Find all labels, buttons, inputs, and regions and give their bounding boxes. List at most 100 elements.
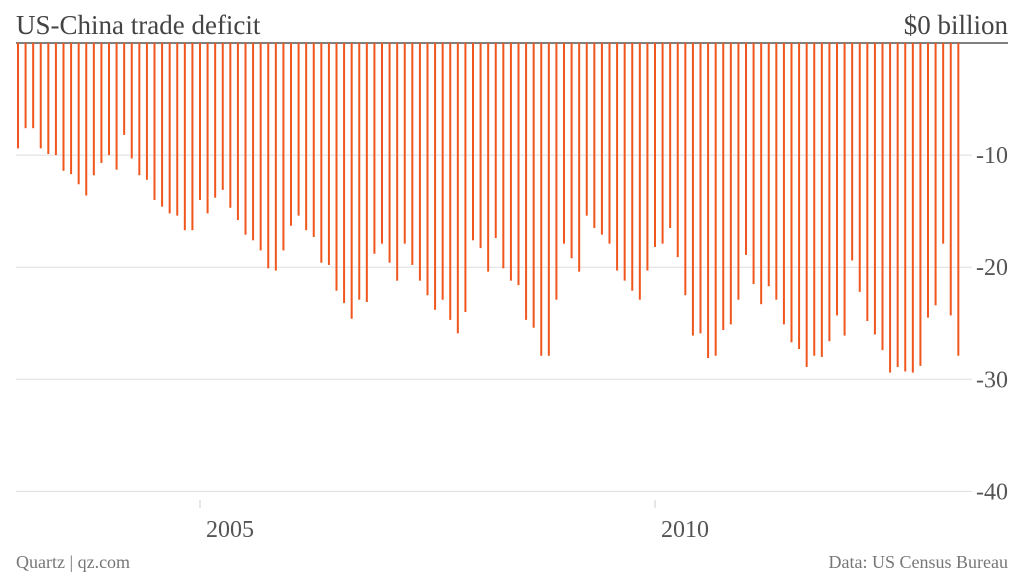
bar <box>176 43 179 216</box>
bar <box>168 43 171 214</box>
bar <box>638 43 641 300</box>
bar <box>320 43 323 263</box>
bar <box>828 43 831 342</box>
bar <box>957 43 960 356</box>
bar <box>805 43 808 367</box>
bar <box>236 43 239 221</box>
bar <box>327 43 330 265</box>
bar <box>927 43 929 318</box>
bar <box>616 43 619 271</box>
bar <box>115 43 118 170</box>
bar <box>297 43 300 216</box>
bar <box>17 43 19 149</box>
bar <box>873 43 876 335</box>
bar <box>282 43 285 251</box>
bar <box>62 43 65 171</box>
bar <box>350 43 353 319</box>
bar <box>456 43 459 334</box>
bar <box>540 43 543 356</box>
bar <box>464 43 467 313</box>
bar <box>525 43 528 320</box>
bar <box>843 43 846 336</box>
bar <box>600 43 603 235</box>
bar <box>760 43 763 305</box>
bar <box>77 43 80 185</box>
bar <box>229 43 232 208</box>
bar <box>191 43 194 231</box>
x-tick-label: 2005 <box>206 517 254 543</box>
bar <box>767 43 770 287</box>
bar <box>494 43 497 239</box>
bar <box>752 43 755 285</box>
bar <box>145 43 148 180</box>
bar <box>858 43 861 292</box>
bar <box>509 43 512 281</box>
bar <box>388 43 391 263</box>
bar <box>570 43 573 259</box>
bar <box>911 43 914 373</box>
bar <box>123 43 126 135</box>
bar <box>949 43 952 316</box>
bar <box>555 43 558 300</box>
bar <box>608 43 611 244</box>
bar <box>707 43 710 358</box>
bar <box>426 43 429 296</box>
bar <box>411 43 414 265</box>
bar <box>214 43 217 198</box>
bar <box>381 43 383 244</box>
bar <box>502 43 505 269</box>
bar <box>39 43 42 149</box>
bar <box>199 43 201 200</box>
bar <box>434 43 437 310</box>
y-tick-label: -10 <box>976 143 1008 169</box>
bar <box>881 43 884 351</box>
bar <box>183 43 186 231</box>
bar <box>851 43 854 261</box>
bar <box>934 43 937 306</box>
bar <box>365 43 368 302</box>
source: Data: US Census Bureau <box>829 552 1008 572</box>
bar <box>563 43 565 244</box>
bar <box>161 43 164 207</box>
chart-title: US-China trade deficit <box>16 10 261 40</box>
bar <box>396 43 399 281</box>
y-tick-label: -40 <box>976 479 1008 505</box>
bar <box>661 43 664 244</box>
bar <box>790 43 793 343</box>
bar <box>813 43 816 356</box>
bar <box>274 43 277 271</box>
bar <box>889 43 892 373</box>
bar <box>54 43 57 156</box>
bar <box>532 43 535 328</box>
y-tick-label: $0 billion <box>904 10 1009 40</box>
bar <box>24 43 27 129</box>
bar <box>343 43 346 304</box>
y-tick-label: -30 <box>976 367 1008 393</box>
bar <box>684 43 687 296</box>
bar <box>373 43 376 254</box>
bar <box>729 43 732 325</box>
bar <box>578 43 581 272</box>
bar <box>676 43 679 258</box>
bar <box>896 43 899 367</box>
bar <box>358 43 361 300</box>
bar <box>745 43 747 255</box>
bar <box>32 43 35 129</box>
bar <box>418 43 421 281</box>
bar <box>820 43 823 357</box>
bar <box>403 43 406 244</box>
bar <box>70 43 73 175</box>
bar <box>631 43 634 291</box>
bar <box>699 43 702 334</box>
bar <box>623 43 626 281</box>
bar <box>130 43 133 159</box>
bar <box>942 43 945 244</box>
bar <box>669 43 672 228</box>
bar <box>782 43 785 325</box>
bar <box>646 43 649 271</box>
bar <box>206 43 209 214</box>
bar <box>737 43 740 300</box>
credit: Quartz | qz.com <box>16 552 130 572</box>
bar <box>244 43 247 235</box>
